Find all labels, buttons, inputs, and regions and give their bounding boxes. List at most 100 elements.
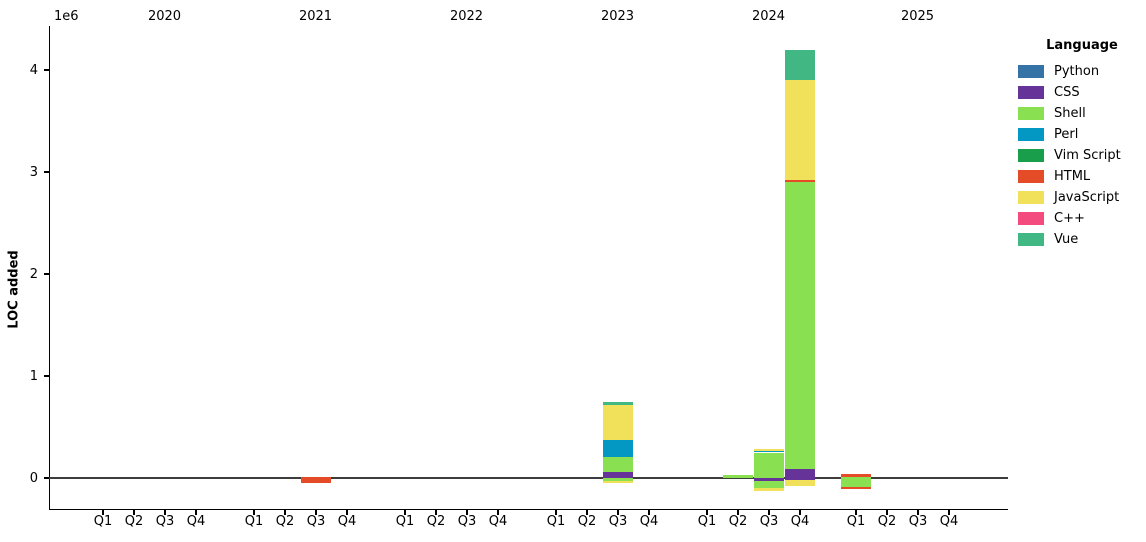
legend-label: Perl xyxy=(1054,127,1079,142)
x-tick-mark xyxy=(497,510,499,515)
x-tick-mark xyxy=(948,510,950,515)
bar-segment-2021-Q3-html xyxy=(301,476,331,478)
x-tick-mark xyxy=(466,510,468,515)
x-tick-label-quarter: Q2 xyxy=(426,514,446,529)
x-tick-mark xyxy=(102,510,104,515)
x-tick-mark xyxy=(648,510,650,515)
x-tick-label-quarter: Q4 xyxy=(337,514,357,529)
x-tick-label-quarter: Q2 xyxy=(275,514,295,529)
legend-items: Python CSS Shell Perl Vim Script HTML JavaScri… xyxy=(1018,61,1146,250)
x-tick-label-quarter: Q1 xyxy=(546,514,566,529)
bar-segment-2024-Q3-css xyxy=(754,478,784,481)
bar-segment-2023-Q3-css xyxy=(603,471,633,478)
bar-segment-2024-Q4-css xyxy=(785,469,815,478)
legend-label: JavaScript xyxy=(1054,190,1120,205)
legend-swatch xyxy=(1018,170,1044,183)
x-tick-label-year: 2021 xyxy=(298,9,333,24)
bar-segment-2023-Q3-javascript xyxy=(603,405,633,441)
legend-label: Vue xyxy=(1054,232,1079,247)
y-tick-label: 2 xyxy=(29,266,38,282)
x-tick-label-quarter: Q4 xyxy=(939,514,959,529)
x-tick-mark xyxy=(284,510,286,515)
legend-label: Python xyxy=(1054,64,1100,79)
x-tick-mark xyxy=(315,510,317,515)
legend-swatch xyxy=(1018,107,1044,120)
legend-swatch xyxy=(1018,86,1044,99)
legend-label: HTML xyxy=(1054,169,1091,184)
y-axis-offset-text: 1e6 xyxy=(54,9,79,24)
legend-item-css: CSS xyxy=(1018,82,1146,103)
x-tick-label-year: 2024 xyxy=(751,9,786,24)
legend-swatch xyxy=(1018,128,1044,141)
legend-item-python: Python xyxy=(1018,61,1146,82)
bar-segment-2024-Q4-vue xyxy=(785,50,815,81)
legend-swatch xyxy=(1018,233,1044,246)
x-tick-mark xyxy=(555,510,557,515)
x-tick-label-quarter: Q2 xyxy=(877,514,897,529)
x-tick-label-quarter: Q2 xyxy=(728,514,748,529)
y-tick-label: 4 xyxy=(29,62,38,78)
x-tick-label-quarter: Q2 xyxy=(577,514,597,529)
legend-item-perl: Perl xyxy=(1018,124,1146,145)
bar-segment-2025-Q1-shell xyxy=(841,478,871,487)
bar-segment-2024-Q4-css xyxy=(785,478,815,481)
bar-segment-2024-Q3-perl xyxy=(754,450,784,453)
x-tick-label-quarter: Q4 xyxy=(186,514,206,529)
bar-segment-2023-Q3-vue xyxy=(603,402,633,406)
bar-segment-2023-Q3-javascript xyxy=(603,481,633,484)
x-tick-label-quarter: Q3 xyxy=(608,514,628,529)
bar-segment-2024-Q3-javascript xyxy=(754,487,784,491)
x-axis-spine xyxy=(49,509,1008,511)
bar-segment-2023-Q3-shell xyxy=(603,456,633,472)
x-tick-label-quarter: Q4 xyxy=(639,514,659,529)
x-tick-mark xyxy=(435,510,437,515)
legend-item-html: HTML xyxy=(1018,166,1146,187)
x-tick-mark xyxy=(855,510,857,515)
y-tick-mark xyxy=(43,477,49,479)
bar-segment-2024-Q3-javascript xyxy=(754,449,784,451)
bar-segment-2024-Q4-javascript xyxy=(785,80,815,180)
y-tick-mark xyxy=(43,171,49,173)
bar-segment-2024-Q3-shell xyxy=(754,480,784,488)
bar-segment-2021-Q3-html xyxy=(301,478,331,483)
legend-item-c-: C++ xyxy=(1018,208,1146,229)
bar-segment-2024-Q2-shell xyxy=(723,475,753,478)
legend-item-shell: Shell xyxy=(1018,103,1146,124)
bar-segment-2023-Q3-shell xyxy=(603,478,633,482)
x-tick-label-quarter: Q3 xyxy=(155,514,175,529)
legend-title: Language xyxy=(1046,38,1118,53)
legend-item-vim-script: Vim Script xyxy=(1018,145,1146,166)
y-tick-label: 1 xyxy=(29,368,38,384)
x-tick-mark xyxy=(164,510,166,515)
x-tick-mark xyxy=(737,510,739,515)
x-tick-mark xyxy=(195,510,197,515)
x-tick-label-quarter: Q2 xyxy=(124,514,144,529)
y-axis-spine xyxy=(49,26,51,510)
bar-segment-2023-Q3-perl xyxy=(603,440,633,457)
legend-swatch xyxy=(1018,65,1044,78)
y-tick-label: 3 xyxy=(29,164,38,180)
x-tick-label-quarter: Q3 xyxy=(759,514,779,529)
legend-label: C++ xyxy=(1054,211,1085,226)
x-tick-mark xyxy=(346,510,348,515)
x-tick-label-quarter: Q3 xyxy=(306,514,326,529)
x-tick-label-year: 2023 xyxy=(600,9,635,24)
bar-segment-2025-Q1-html xyxy=(841,473,871,477)
x-tick-label-quarter: Q1 xyxy=(93,514,113,529)
x-tick-label-quarter: Q1 xyxy=(846,514,866,529)
x-tick-label-year: 2020 xyxy=(147,9,182,24)
y-tick-mark xyxy=(43,273,49,275)
y-tick-mark xyxy=(43,375,49,377)
y-axis-label: LOC added xyxy=(0,250,54,328)
y-tick-mark xyxy=(43,69,49,71)
legend-swatch xyxy=(1018,191,1044,204)
x-tick-label-quarter: Q1 xyxy=(697,514,717,529)
legend-item-javascript: JavaScript xyxy=(1018,187,1146,208)
x-tick-mark xyxy=(799,510,801,515)
x-tick-mark xyxy=(253,510,255,515)
x-tick-mark xyxy=(886,510,888,515)
x-tick-mark xyxy=(404,510,406,515)
x-tick-label-quarter: Q1 xyxy=(244,514,264,529)
legend-swatch xyxy=(1018,212,1044,225)
